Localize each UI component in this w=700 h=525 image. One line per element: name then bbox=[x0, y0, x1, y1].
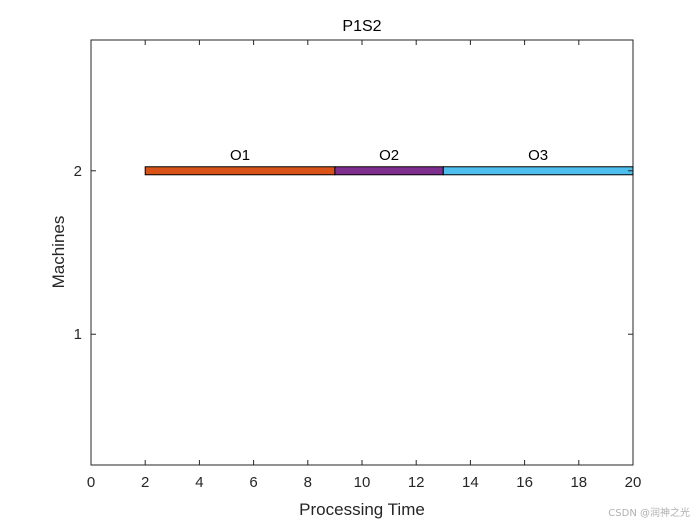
x-axis-label: Processing Time bbox=[299, 500, 425, 519]
task-bar-o3 bbox=[442, 166, 634, 176]
y-tick-label: 2 bbox=[74, 163, 82, 180]
y-axis-label: Machines bbox=[49, 216, 68, 289]
bars-layer: O1 O2 O3 bbox=[144, 147, 634, 176]
x-tick-label: 6 bbox=[249, 474, 257, 491]
x-tick-label: 0 bbox=[87, 474, 95, 491]
x-tick-label: 20 bbox=[625, 474, 642, 491]
x-tick-label: 10 bbox=[354, 474, 371, 491]
task-bar-o2 bbox=[334, 166, 444, 176]
x-tick-label: 14 bbox=[462, 474, 479, 491]
task-bar-o1 bbox=[144, 166, 336, 176]
task-label-o1: O1 bbox=[230, 147, 250, 164]
x-tick-label: 4 bbox=[195, 474, 203, 491]
x-tick-label: 8 bbox=[304, 474, 312, 491]
x-tick-label: 18 bbox=[570, 474, 587, 491]
x-tick-label: 16 bbox=[516, 474, 533, 491]
x-tick-label: 2 bbox=[141, 474, 149, 491]
y-tick-label: 1 bbox=[74, 326, 82, 343]
task-label-o2: O2 bbox=[379, 147, 399, 164]
x-tick-label: 12 bbox=[408, 474, 425, 491]
task-label-o3: O3 bbox=[528, 147, 548, 164]
plot-area bbox=[90, 39, 634, 466]
chart-title: P1S2 bbox=[342, 18, 381, 35]
watermark: CSDN @润神之光 bbox=[608, 506, 690, 519]
